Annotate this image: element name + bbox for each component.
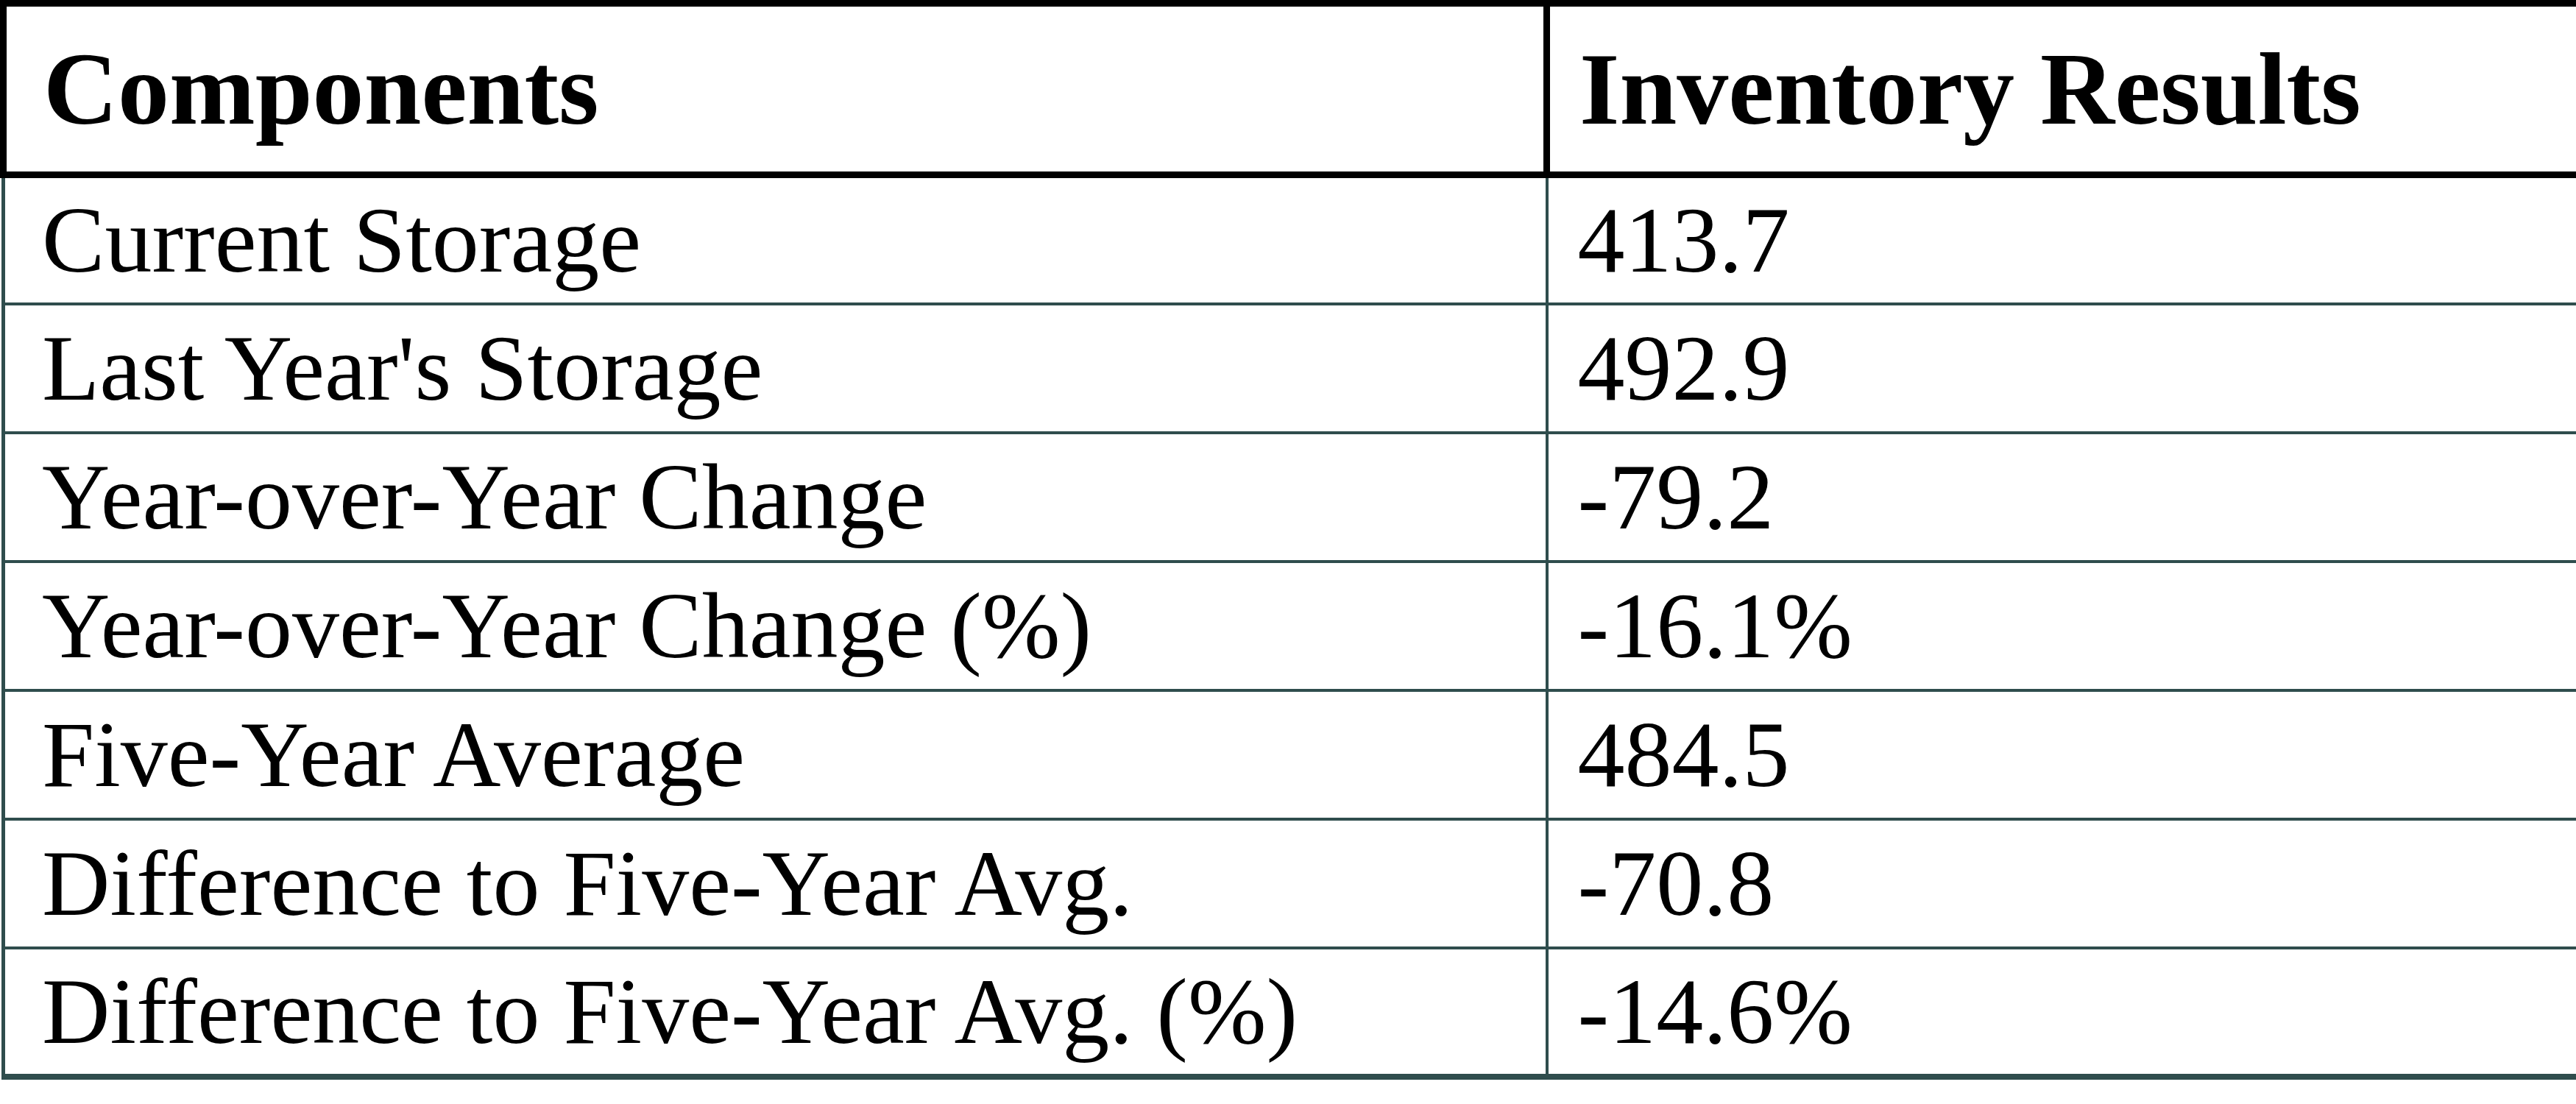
table-row-last-year-storage: Last Year's Storage 492.9: [4, 304, 2576, 433]
component-label: Five-Year Average: [4, 690, 1547, 819]
result-value: 484.5: [1547, 690, 2576, 819]
result-value: -16.1%: [1547, 562, 2576, 690]
table-row-diff-five-year-avg: Difference to Five-Year Avg. -70.8: [4, 819, 2576, 948]
table-row-yoy-change: Year-over-Year Change -79.2: [4, 433, 2576, 562]
component-label: Difference to Five-Year Avg. (%): [4, 948, 1547, 1077]
component-label: Difference to Five-Year Avg.: [4, 819, 1547, 948]
header-row: Components Inventory Results: [4, 4, 2576, 175]
component-label: Year-over-Year Change (%): [4, 562, 1547, 690]
inventory-results-table: Components Inventory Results Current Sto…: [0, 0, 2576, 1080]
table-row-diff-five-year-avg-pct: Difference to Five-Year Avg. (%) -14.6%: [4, 948, 2576, 1077]
component-label: Year-over-Year Change: [4, 433, 1547, 562]
table-row-five-year-average: Five-Year Average 484.5: [4, 690, 2576, 819]
column-header-inventory-results: Inventory Results: [1547, 4, 2576, 175]
result-value: -79.2: [1547, 433, 2576, 562]
result-value: -70.8: [1547, 819, 2576, 948]
table-row-current-storage: Current Storage 413.7: [4, 175, 2576, 304]
component-label: Last Year's Storage: [4, 304, 1547, 433]
component-label: Current Storage: [4, 175, 1547, 304]
result-value: 413.7: [1547, 175, 2576, 304]
column-header-components: Components: [4, 4, 1547, 175]
table-row-yoy-change-pct: Year-over-Year Change (%) -16.1%: [4, 562, 2576, 690]
result-value: -14.6%: [1547, 948, 2576, 1077]
result-value: 492.9: [1547, 304, 2576, 433]
